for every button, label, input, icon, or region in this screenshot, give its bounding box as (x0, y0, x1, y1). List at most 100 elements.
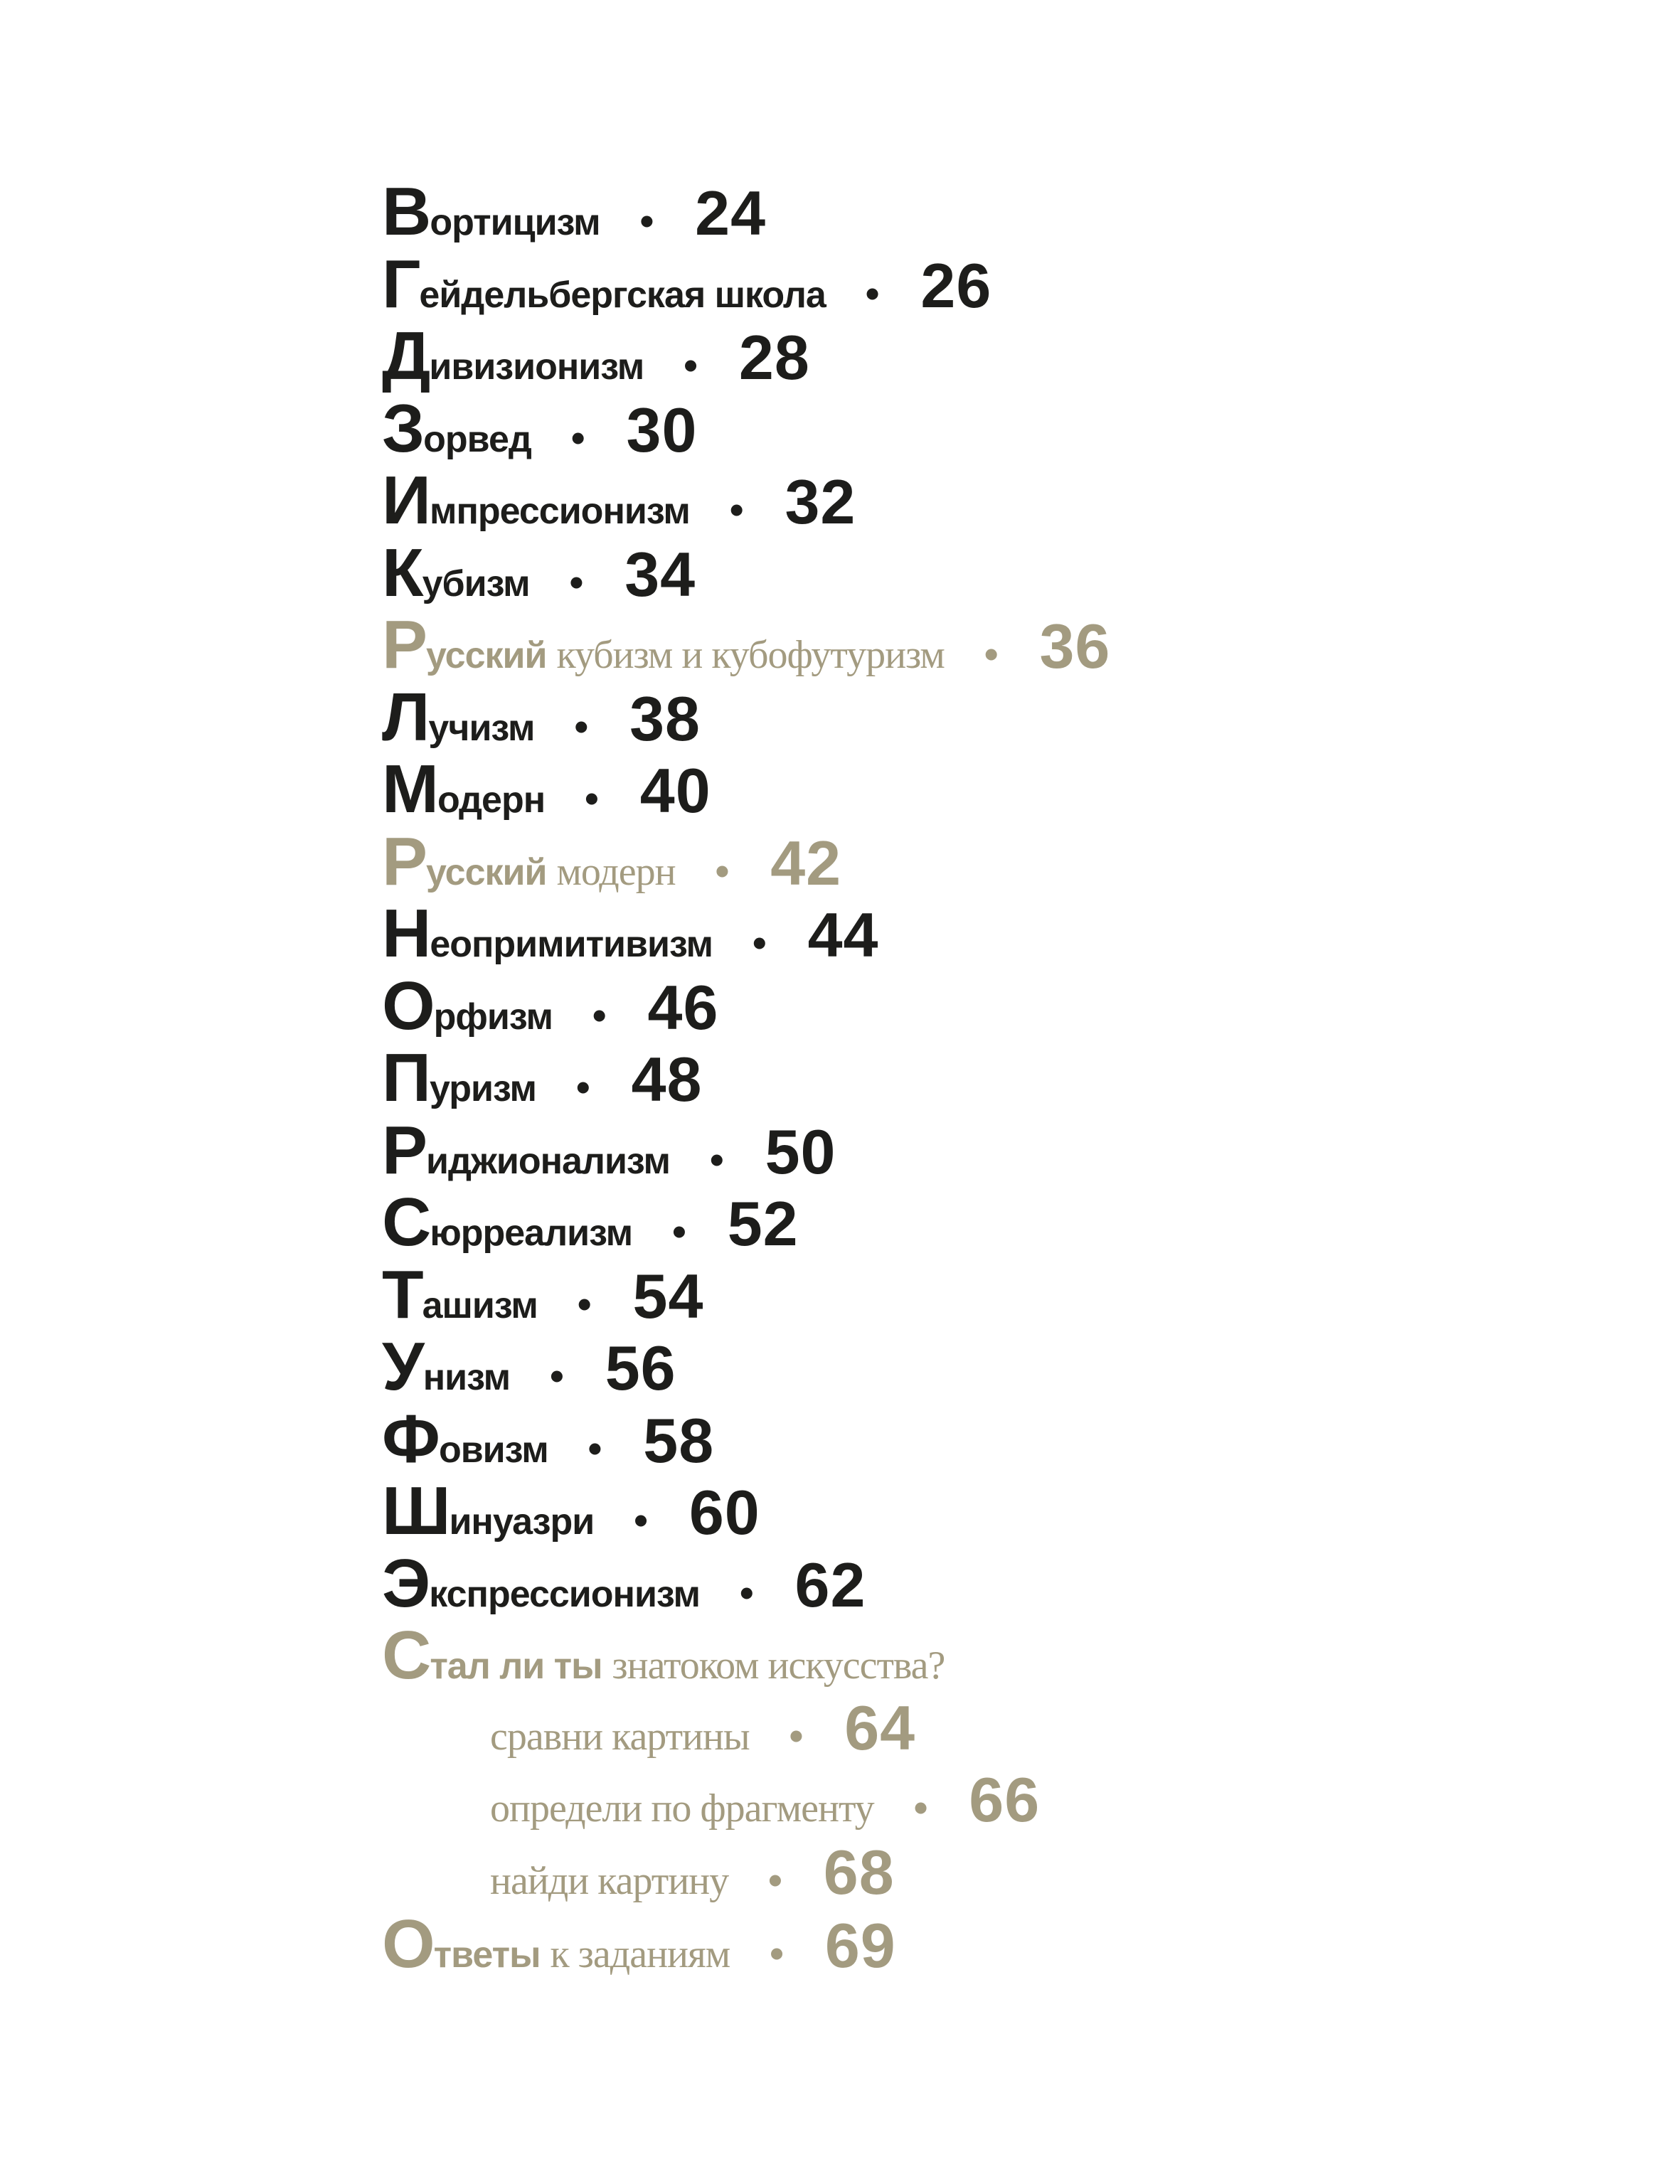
entry-title-serif: модерн (556, 849, 676, 894)
page-number: 52 (727, 1188, 799, 1259)
page-number: 58 (643, 1405, 715, 1476)
entry-initial: З (382, 390, 425, 467)
entry-initial: Л (382, 678, 430, 755)
entry-title-bold: тал ли ты (430, 1646, 602, 1687)
entry-title-bold: одерн (437, 779, 546, 821)
entry-initial: О (382, 1906, 435, 1982)
entry-title-bold: кспрессионизм (429, 1573, 701, 1615)
entry-initial: Р (382, 823, 427, 900)
page-number: 38 (629, 683, 701, 754)
bullet-separator: • (575, 1065, 590, 1109)
toc-entry[interactable]: сравни картины • 64 (382, 1694, 1110, 1767)
entry-title-bold: низм (422, 1357, 511, 1398)
entry-title-serif: к заданиям (550, 1932, 731, 1976)
entry-initial: С (382, 1184, 431, 1260)
entry-title-bold: овизм (438, 1429, 549, 1471)
entry-initial: П (382, 1040, 431, 1116)
entry-title-bold: рфизм (433, 996, 553, 1038)
page-number: 26 (920, 250, 992, 321)
bullet-separator: • (729, 487, 744, 532)
entry-title-bold: ивизионизм (429, 346, 644, 388)
entry-title-bold: еопримитивизм (430, 924, 713, 965)
bullet-separator: • (574, 703, 589, 749)
entry-initial: Ш (382, 1473, 450, 1549)
toc-entry[interactable]: найди картину • 68 (382, 1838, 1110, 1911)
entry-title-bold: ашизм (422, 1284, 538, 1326)
page-number: 50 (765, 1116, 836, 1187)
bullet-separator: • (639, 198, 654, 243)
bullet-separator: • (684, 343, 698, 388)
bullet-separator: • (770, 1931, 784, 1976)
page-number: 60 (689, 1477, 760, 1548)
page-number: 56 (605, 1333, 676, 1403)
bullet-separator: • (577, 1281, 592, 1326)
entry-title-serif: определи по фрагменту (490, 1786, 875, 1831)
bullet-separator: • (715, 848, 730, 893)
entry-initial: Э (382, 1545, 430, 1621)
entry-title-bold: мпрессионизм (430, 491, 691, 532)
entry-title-bold: учизм (428, 707, 535, 749)
entry-initial: М (382, 751, 439, 827)
page-number: 24 (695, 178, 767, 248)
entry-title-bold: усский (426, 635, 547, 676)
page-number: 42 (770, 827, 842, 898)
entry-initial: Ф (382, 1400, 440, 1477)
entry-initial: Р (382, 1112, 427, 1188)
page-number: 66 (969, 1764, 1041, 1835)
page-number: 44 (807, 900, 879, 970)
entry-title-bold: тветы (433, 1934, 541, 1976)
entry-title-bold: орвед (423, 418, 532, 460)
page-number: 30 (626, 394, 698, 465)
entry-initial: В (382, 174, 431, 250)
bullet-separator: • (789, 1712, 804, 1758)
bullet-separator: • (709, 1136, 724, 1182)
bullet-separator: • (739, 1570, 754, 1615)
bullet-separator: • (634, 1498, 648, 1543)
page-number: 64 (844, 1692, 916, 1763)
entry-title-bold: убизм (422, 563, 531, 604)
entry-title-serif: найди картину (490, 1858, 729, 1903)
entry-title-bold: юрреализм (430, 1213, 633, 1254)
entry-initial: У (382, 1328, 425, 1405)
entry-title-bold: иджионализм (426, 1140, 671, 1182)
bullet-separator: • (569, 559, 584, 604)
entry-title-serif: кубизм и кубофутуризм (556, 633, 945, 677)
page-number: 40 (639, 755, 711, 826)
page-number: 34 (624, 538, 696, 609)
entry-title-bold: инуазри (449, 1501, 595, 1543)
entry-initial: Т (382, 1256, 424, 1333)
bullet-separator: • (585, 776, 599, 821)
entry-initial: Д (382, 318, 430, 394)
entry-title-serif: сравни картины (490, 1714, 750, 1759)
toc-entry[interactable]: определи по фрагменту • 66 (382, 1766, 1110, 1838)
bullet-separator: • (768, 1857, 782, 1902)
entry-initial: О (382, 967, 435, 1044)
entry-title-bold: ортицизм (430, 202, 600, 243)
entry-initial: Г (382, 245, 420, 322)
entry-title-bold: ейдельбергская школа (419, 274, 826, 316)
page-number: 54 (632, 1260, 704, 1331)
